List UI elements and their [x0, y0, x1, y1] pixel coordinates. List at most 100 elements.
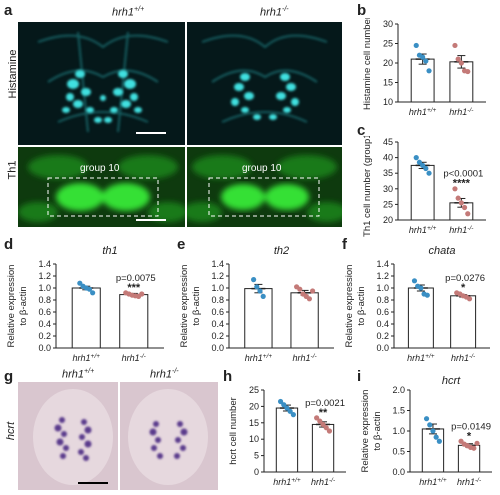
chart-f-ytick-label: 0.6	[376, 307, 389, 317]
chart-f-ytick-label: 0.4	[376, 319, 389, 329]
chart-i-ytick-label: 1.5	[392, 406, 405, 416]
chart-e-point	[254, 284, 260, 290]
chart-d-ytick-label: 0.0	[38, 343, 51, 353]
chart-h-point	[314, 415, 320, 421]
th1-micrograph-wt: group 10	[18, 147, 185, 227]
chart-c-ytick-label: 30	[383, 184, 393, 194]
chart-d-th1-expression: 0.0 0.2 0.4 0.6 0.8 1.0 1.2 1.4 Relative express…	[6, 245, 164, 363]
chart-b-bar-0	[410, 58, 435, 103]
chart-e-ytick-label: 1.4	[211, 259, 224, 269]
chart-e-point	[310, 288, 316, 294]
chart-i-point	[433, 434, 439, 440]
chart-e-ytick-label: 0.2	[211, 331, 224, 341]
histamine-micrograph-wt	[18, 22, 185, 145]
chart-c-point	[423, 165, 429, 172]
chart-h-ylabel: hcrt cell number	[228, 397, 239, 465]
chart-c-point	[458, 200, 464, 206]
chart-f-p-value: p=0.0276	[445, 273, 485, 284]
panel-g-genotype-wt: hrh1+/+	[62, 368, 95, 381]
panel-a-genotype-ko: hrh1-/-	[260, 6, 289, 19]
chart-f-ytick-label: 1.4	[376, 259, 389, 269]
chart-i-ylabel: Relative expression	[360, 390, 371, 473]
chart-c-ytick-label: 40	[383, 153, 393, 163]
chart-e-ytick-label: 1.2	[211, 271, 224, 281]
panel-label-a: a	[4, 2, 13, 19]
chart-b-point	[420, 54, 426, 60]
chart-h-ytick-label: 20	[249, 401, 259, 411]
chart-e-point	[306, 296, 312, 302]
chart-d-ylabel-line2: to β-actin	[18, 286, 29, 325]
chart-i-p-value: p=0.0149	[451, 421, 491, 432]
chart-h-significance: **	[319, 407, 328, 419]
chart-d-ytick-label: 0.4	[38, 319, 51, 329]
chart-i-point	[471, 445, 477, 451]
chart-f-point	[424, 292, 430, 298]
chart-b-point	[423, 58, 429, 64]
chart-c-point	[426, 170, 432, 176]
chart-h-point	[326, 428, 333, 434]
chart-b-histamine-cell-number: 10 15 20 25 30 Histamine cell number hrh1+/+ hr…	[362, 18, 486, 117]
chart-e-ylabel: Relative expression	[179, 265, 190, 348]
chart-e-ytick-label: 0.6	[211, 307, 224, 317]
chart-i-hcrt-expression: 0.0 0.5 1.0 1.5 2.0 Relative expression to β-a…	[360, 375, 492, 487]
chart-d-ylabel: Relative expression	[6, 265, 17, 348]
panel-g-genotype-ko: hrh1-/-	[150, 368, 179, 381]
panel-label-i: i	[357, 368, 362, 385]
chart-i-gene-title: hcrt	[442, 375, 461, 387]
chart-e-bar-1	[290, 292, 319, 349]
chart-i-bar-0	[421, 428, 445, 473]
chart-c-point	[461, 204, 468, 211]
chart-e-point	[251, 277, 257, 283]
chart-f-category-label-0: hrh1+/+	[407, 353, 435, 363]
chart-f-ytick-label: 1.0	[376, 283, 389, 293]
chart-e-category-label-1: hrh1-/-	[293, 353, 318, 363]
chart-b-ytick-label: 25	[383, 39, 393, 49]
panel-label-e: e	[177, 236, 186, 253]
chart-d-point	[86, 286, 93, 292]
chart-d-category-label-1: hrh1-/-	[122, 353, 147, 363]
chart-h-point	[320, 421, 326, 428]
chart-b-category-label-0: hrh1+/+	[409, 107, 437, 117]
chart-b-ytick-label: 10	[383, 97, 393, 107]
chart-i-point	[474, 440, 480, 446]
panel-label-c: c	[357, 122, 366, 139]
th1-row-label: Th1	[6, 160, 19, 180]
panel-label-f: f	[342, 236, 347, 253]
chart-e-category-label-0: hrh1+/+	[245, 353, 273, 363]
chart-d-p-value: p=0.0075	[116, 273, 156, 284]
panel-label-b: b	[357, 2, 367, 19]
chart-f-category-label-1: hrh1-/-	[451, 353, 476, 363]
chart-d-ytick-label: 0.6	[38, 307, 51, 317]
hcrt-ish-micrograph-wt	[18, 382, 118, 490]
chart-d-gene-title: th1	[102, 245, 117, 257]
chart-h-category-label-1: hrh1-/-	[311, 477, 336, 487]
chart-c-point	[420, 162, 426, 168]
chart-f-point	[418, 285, 424, 291]
chart-c-ytick-label: 35	[383, 168, 393, 178]
chart-e-th2-expression: 0.0 0.2 0.4 0.6 0.8 1.0 1.2 1.4 Relative express…	[179, 245, 334, 363]
chart-f-ytick-label: 1.2	[376, 271, 389, 281]
chart-f-ylabel: Relative expression	[344, 265, 355, 348]
chart-d-ytick-label: 0.2	[38, 331, 51, 341]
chart-d-ytick-label: 0.8	[38, 295, 51, 305]
chart-c-category-label-0: hrh1+/+	[409, 225, 437, 235]
chart-h-point	[277, 398, 284, 405]
chart-e-point	[257, 288, 263, 294]
chart-b-point	[413, 42, 419, 49]
chart-h-ytick-label: 15	[249, 418, 259, 428]
chart-i-significance: *	[467, 430, 472, 442]
chart-h-point	[290, 412, 296, 418]
chart-c-p-value: p<0.0001	[443, 169, 483, 180]
chart-h-point	[323, 425, 329, 431]
chart-e-ylabel-line2: to β-actin	[191, 286, 202, 325]
chart-b-point	[426, 68, 432, 74]
hcrt-row-label: hcrt	[5, 421, 17, 441]
chart-b-ytick-label: 15	[383, 78, 393, 88]
chart-e-ytick-label: 0.4	[211, 319, 224, 329]
chart-i-point	[430, 428, 436, 434]
chart-c-point	[455, 195, 461, 201]
chart-i-ytick-label: 1.0	[392, 426, 405, 436]
chart-d-ytick-label: 1.0	[38, 283, 51, 293]
chart-b-category-label-1: hrh1-/-	[449, 107, 474, 117]
chart-d-bar-0	[71, 287, 101, 349]
